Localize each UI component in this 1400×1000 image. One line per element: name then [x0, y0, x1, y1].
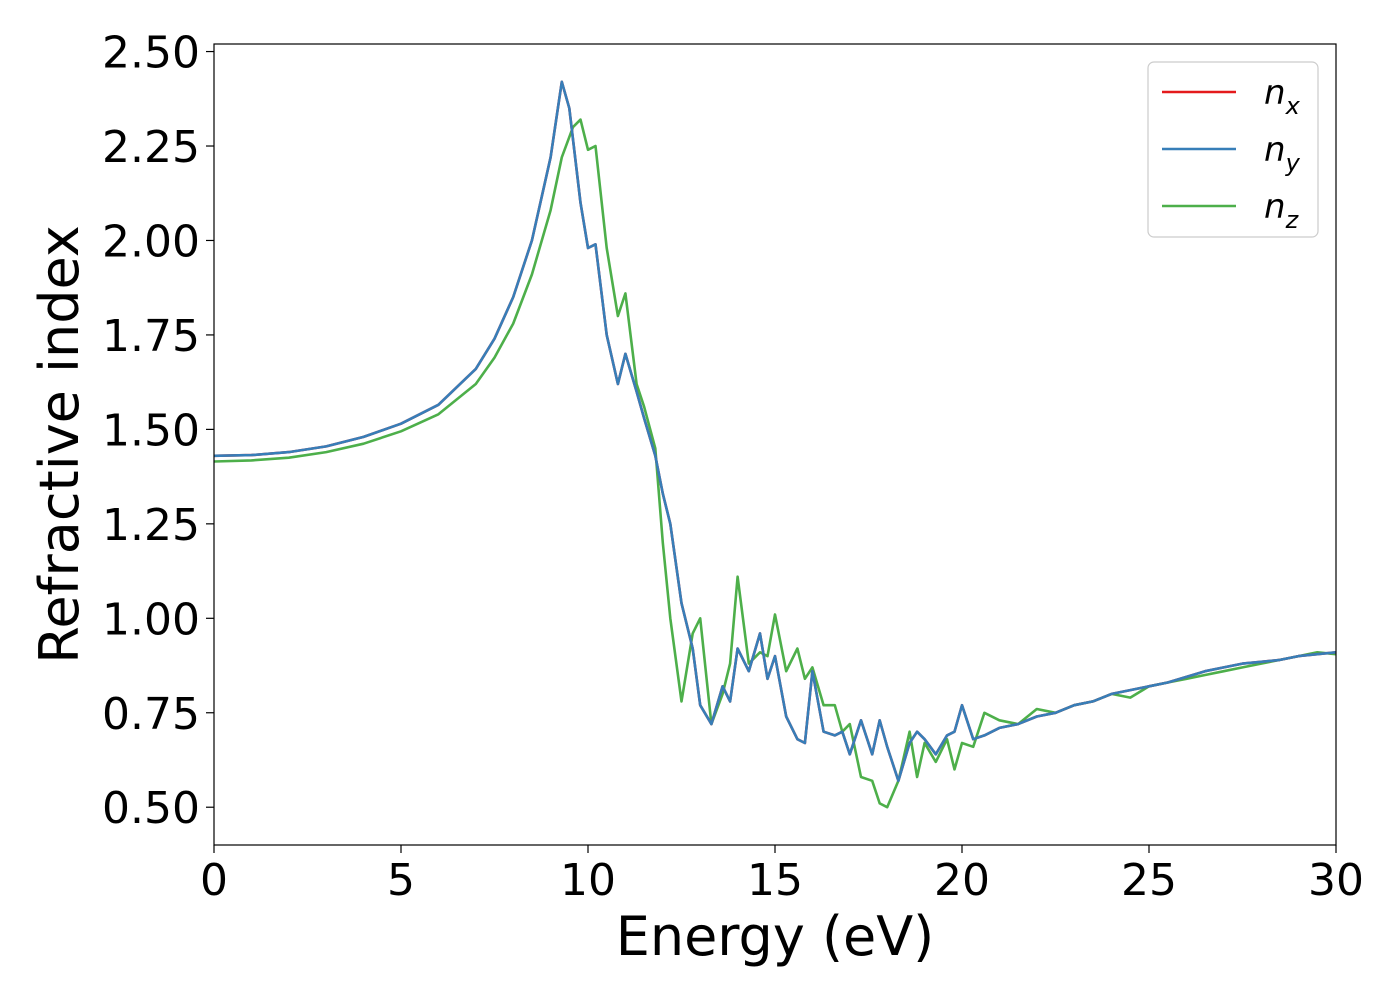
plot-lines	[214, 80, 1336, 809]
y-tick-label: 1.50	[102, 405, 200, 456]
y-tick-label: 1.25	[102, 500, 200, 551]
legend: nx ny nz	[1147, 61, 1319, 238]
y-tick-label: 1.00	[102, 594, 200, 645]
x-tick-label: 15	[747, 855, 803, 906]
y-axis-label: Refractive index	[28, 225, 91, 664]
legend-label-x: nx	[1264, 73, 1301, 120]
x-tick-label: 0	[200, 855, 228, 906]
y-tick-label: 2.00	[102, 216, 200, 267]
legend-label-y: ny	[1264, 130, 1301, 177]
y-tick-label: 0.50	[102, 783, 200, 834]
x-axis-label: Energy (eV)	[616, 905, 935, 968]
x-tick-label: 25	[1121, 855, 1177, 906]
x-axis-ticks: 0 5 10 15 20 25 30	[200, 845, 1364, 906]
x-tick-label: 5	[387, 855, 415, 906]
x-tick-label: 30	[1308, 855, 1364, 906]
y-tick-label: 0.75	[102, 689, 200, 740]
y-axis-ticks: 0.50 0.75 1.00 1.25 1.50 1.75 2.00 2.25 2.50	[102, 28, 214, 834]
legend-label-z: nz	[1264, 187, 1300, 234]
y-tick-label: 2.25	[102, 122, 200, 173]
x-tick-label: 20	[934, 855, 990, 906]
series-line-n-y	[214, 80, 1336, 783]
x-tick-label: 10	[560, 855, 616, 906]
y-tick-label: 2.50	[102, 28, 200, 79]
y-tick-label: 1.75	[102, 311, 200, 362]
